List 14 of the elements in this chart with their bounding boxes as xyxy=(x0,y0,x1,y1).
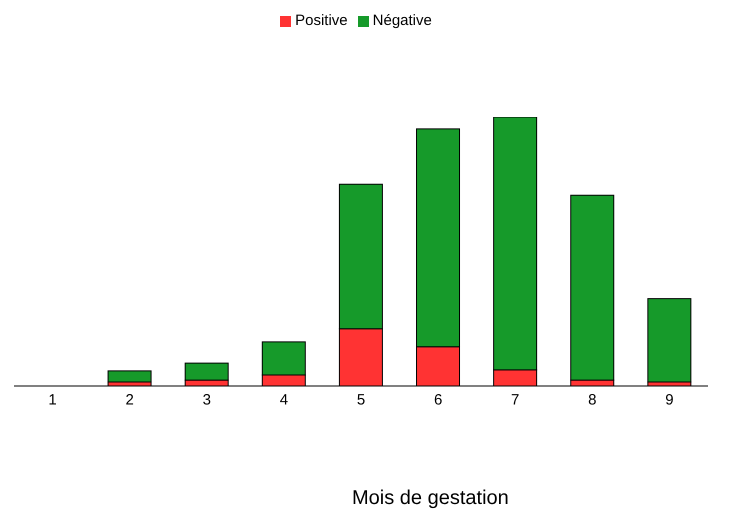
x-tick-label: 5 xyxy=(356,392,366,409)
x-tick-label: 7 xyxy=(511,392,520,409)
legend-label: Positive xyxy=(295,12,348,29)
bar xyxy=(108,370,152,382)
x-tick-label: 4 xyxy=(280,392,288,409)
x-tick-label: 9 xyxy=(665,392,674,409)
bar xyxy=(647,298,692,382)
x-tick-label: 3 xyxy=(202,392,211,409)
x-axis-title: Mois de gestation xyxy=(352,487,509,509)
x-tick-label: 6 xyxy=(434,392,442,409)
legend-label: Négative xyxy=(372,12,432,29)
x-tick-label: 2 xyxy=(125,392,134,409)
x-tick-label: 8 xyxy=(588,392,597,409)
x-tick-label: 1 xyxy=(48,392,57,409)
